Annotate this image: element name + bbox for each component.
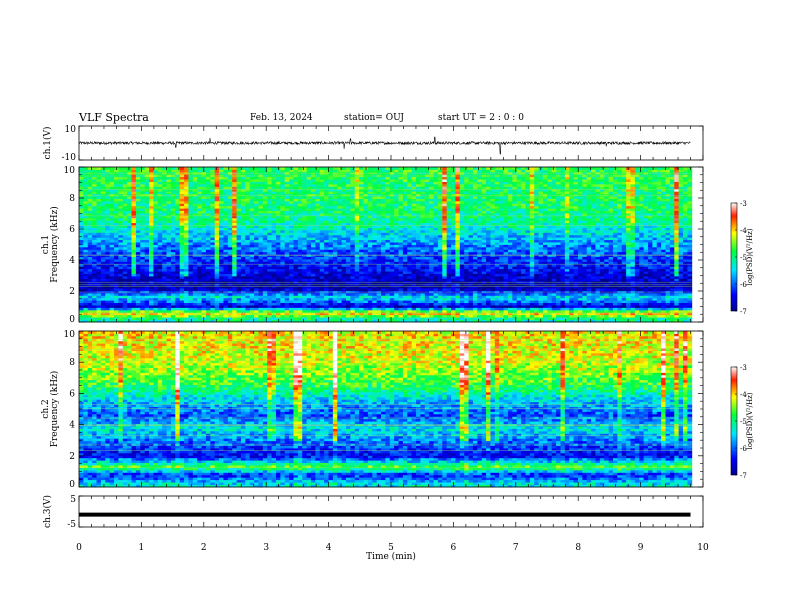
xtick-label-4: 4 bbox=[326, 543, 332, 553]
ytick-label-3-1: 2 bbox=[69, 452, 75, 462]
xtick-label-3: 3 bbox=[263, 543, 269, 553]
ytick-label-3-0: 0 bbox=[69, 480, 75, 490]
spectrogram-ch1 bbox=[79, 167, 693, 323]
ylabel-channel-2: ch.1 bbox=[41, 235, 51, 254]
ytick-label-2-5: 10 bbox=[64, 166, 76, 176]
ytick-label-1-0: 10 bbox=[65, 125, 77, 135]
ylabel-4: ch.3(V) bbox=[42, 495, 53, 528]
colorbar-tick-2-3: -6 bbox=[740, 281, 747, 289]
ytick-label-3-5: 10 bbox=[64, 330, 76, 340]
colorbar-tick-2-0: -3 bbox=[740, 200, 747, 208]
colorbar-ch2 bbox=[730, 366, 738, 476]
ytick-label-2-0: 0 bbox=[69, 315, 75, 325]
ytick-label-1-1: -10 bbox=[62, 153, 77, 163]
xtick-label-1: 1 bbox=[139, 543, 145, 553]
colorbar-tick-3-4: -7 bbox=[740, 472, 747, 480]
date-label: Feb. 13, 2024 bbox=[250, 113, 313, 123]
xtick-label-7: 7 bbox=[513, 543, 519, 553]
ylabel-frequency-2: Frequency (kHz) bbox=[49, 206, 60, 283]
ytick-label-3-4: 8 bbox=[69, 358, 75, 368]
colorbar-tick-3-1: -4 bbox=[740, 391, 747, 399]
xtick-label-6: 6 bbox=[451, 543, 457, 553]
ylabel-channel-3: ch.2 bbox=[41, 399, 51, 418]
ylabel-frequency-3: Frequency (kHz) bbox=[49, 371, 60, 448]
xlabel-time: Time (min) bbox=[366, 551, 416, 562]
xtick-label-8: 8 bbox=[575, 543, 581, 553]
xtick-label-0: 0 bbox=[76, 543, 82, 553]
station-label: station= OUJ bbox=[344, 113, 405, 123]
ytick-label-3-2: 4 bbox=[69, 421, 75, 431]
ytick-label-2-4: 8 bbox=[69, 194, 75, 204]
xtick-label-9: 9 bbox=[638, 543, 644, 553]
colorbar-tick-2-1: -4 bbox=[740, 227, 747, 235]
xtick-label-2: 2 bbox=[201, 543, 207, 553]
colorbar-tick-3-0: -3 bbox=[740, 364, 747, 372]
spectrogram-ch2 bbox=[79, 331, 693, 488]
ytick-label-4-0: 5 bbox=[70, 495, 76, 505]
ytick-label-4-1: -5 bbox=[67, 520, 76, 530]
colorbar-tick-2-4: -7 bbox=[740, 308, 747, 316]
ch1-trace bbox=[78, 136, 691, 155]
ylabel-1: ch.1(V) bbox=[42, 127, 53, 160]
chart-title: VLF Spectra bbox=[79, 111, 149, 124]
ytick-label-2-2: 4 bbox=[69, 256, 75, 266]
xtick-label-5: 5 bbox=[388, 543, 394, 553]
colorbar-tick-2-2: -5 bbox=[740, 254, 747, 262]
colorbar-ch1 bbox=[730, 202, 738, 312]
colorbar-tick-3-3: -6 bbox=[740, 445, 747, 453]
ytick-label-2-1: 2 bbox=[69, 287, 75, 297]
xtick-label-10: 10 bbox=[697, 543, 709, 553]
colorbar-tick-3-2: -5 bbox=[740, 418, 747, 426]
start-time-label: start UT = 2 : 0 : 0 bbox=[438, 113, 524, 123]
colorbar-label-3: log(PSD)(V²/Hz) bbox=[746, 392, 754, 449]
ytick-label-2-3: 6 bbox=[69, 225, 75, 235]
time-series-panel-1 bbox=[78, 136, 691, 155]
colorbar-label-2: log(PSD)(V²/Hz) bbox=[746, 228, 754, 285]
ytick-label-3-3: 6 bbox=[69, 389, 75, 399]
